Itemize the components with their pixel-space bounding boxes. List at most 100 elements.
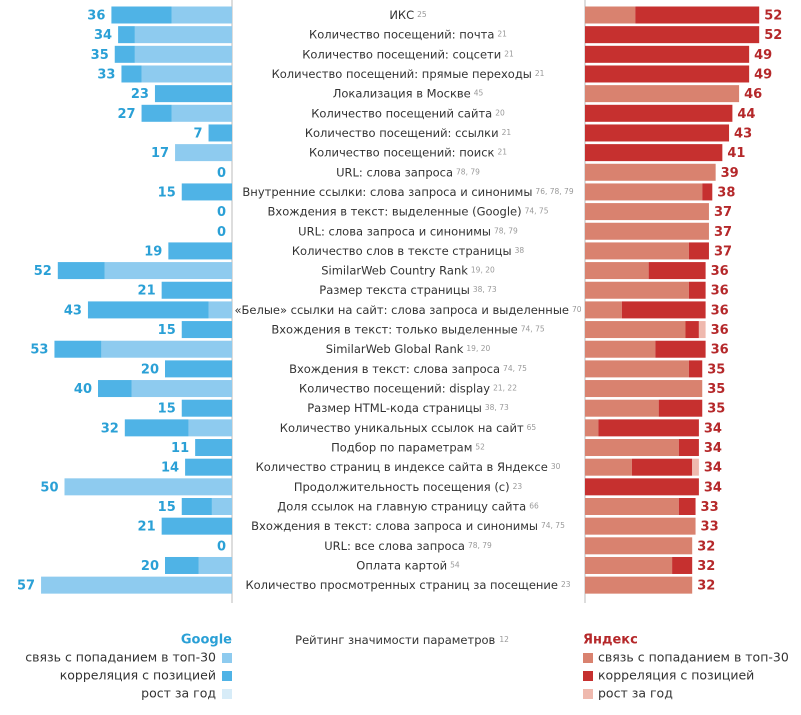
row-label-ref: 78, 79	[456, 167, 480, 176]
row-label-text: ИКС	[389, 8, 414, 22]
row-label: Количество просмотренных страниц за посе…	[245, 578, 570, 592]
row-label-text: Вхождения в текст: слова запроса	[289, 361, 500, 375]
value-label: 52	[34, 264, 52, 279]
bar-segment	[678, 439, 699, 457]
row-label: Количество посещений: прямые переходы 21	[272, 66, 545, 80]
row-label-text: Продолжительность посещения (с)	[294, 479, 510, 493]
row-label-text: Вхождения в текст: выделенные (Google)	[268, 204, 522, 218]
bar-segment	[655, 340, 706, 358]
row-label: Количество посещений: почта 21	[309, 27, 507, 41]
row-label: Продолжительность посещения (с) 23	[294, 479, 523, 493]
bar-segment	[688, 281, 706, 299]
row-label: Количество страниц в индексе сайта в Янд…	[256, 460, 561, 474]
row-label: Локализация в Москве 45	[333, 86, 484, 100]
row-label-ref: 21	[497, 30, 507, 39]
value-label: 37	[714, 225, 732, 240]
bar-segment	[585, 203, 709, 221]
bar-segment	[171, 104, 232, 122]
bar-segment	[585, 281, 689, 299]
row-label-ref: 21	[535, 69, 545, 78]
row-label: Вхождения в текст: слова запроса 74, 75	[289, 361, 527, 375]
row-label-text: SimilarWeb Global Rank	[326, 342, 464, 356]
row-label: URL: все слова запроса 78, 79	[324, 538, 492, 552]
value-label: 49	[754, 67, 772, 82]
row-label-ref: 76, 78, 79	[535, 187, 573, 196]
value-label: 34	[704, 421, 722, 436]
value-label: 38	[717, 185, 735, 200]
value-label: 34	[704, 480, 722, 495]
value-label: 35	[707, 362, 725, 377]
legend-label: корреляция с позицией	[60, 668, 216, 683]
bar-segment	[131, 380, 232, 398]
bar-segment	[692, 458, 699, 476]
value-label: 14	[161, 461, 179, 476]
row-label-text: Количество страниц в индексе сайта в Янд…	[256, 460, 548, 474]
value-label: 20	[141, 362, 159, 377]
row-label-ref: 19, 20	[466, 344, 490, 353]
legend-label: связь с попаданием в топ-30	[25, 650, 216, 665]
row-label-ref: 21	[502, 128, 512, 137]
row-label-ref: 78, 79	[494, 226, 518, 235]
row-label: Вхождения в текст: слова запроса и синон…	[251, 519, 565, 533]
bar-segment	[585, 360, 689, 378]
row-label-ref: 70	[572, 305, 582, 314]
bar-segment	[585, 439, 679, 457]
bar-segment	[101, 340, 232, 358]
bar-segment	[585, 340, 656, 358]
bar-segment	[585, 222, 709, 240]
row-label-ref: 74, 75	[541, 521, 565, 530]
bar-segment	[631, 458, 693, 476]
bar-segment	[585, 478, 699, 496]
bar-segment	[168, 242, 232, 260]
value-label: 36	[711, 323, 729, 338]
value-label: 32	[101, 421, 119, 436]
bar-segment	[585, 85, 740, 103]
row-label: Подбор по параметрам 52	[331, 440, 485, 454]
bar-segment	[208, 124, 232, 142]
value-label: 36	[711, 264, 729, 279]
bar-segment	[698, 321, 706, 339]
bar-segment	[585, 124, 730, 142]
row-label-ref: 65	[527, 423, 537, 432]
bar-segment	[678, 498, 696, 515]
value-label: 37	[714, 205, 732, 220]
bar-segment	[154, 85, 232, 103]
bar-segment	[181, 498, 212, 515]
bar-segment	[585, 6, 636, 24]
value-label: 43	[64, 303, 82, 318]
value-label: 33	[97, 67, 115, 82]
value-label: 35	[91, 48, 109, 63]
row-label-text: URL: все слова запроса	[324, 538, 465, 552]
row-label-text: «Белые» ссылки на сайт: слова запроса и …	[234, 302, 569, 316]
row-label-text: Доля ссылок на главную страницу сайта	[277, 499, 526, 513]
row-label-text: URL: слова запроса и синонимы	[298, 224, 491, 238]
value-label: 32	[697, 579, 715, 594]
value-label: 17	[151, 146, 169, 161]
row-label-ref: 25	[417, 10, 427, 19]
value-label: 7	[194, 126, 203, 141]
bar-segment	[161, 517, 232, 535]
row-label-text: SimilarWeb Country Rank	[321, 263, 468, 277]
value-label: 34	[704, 461, 722, 476]
value-label: 32	[697, 539, 715, 554]
bar-segment	[124, 419, 189, 437]
row-label-text: Количество посещений: display	[299, 381, 490, 395]
legend-swatch	[222, 653, 232, 663]
bar-segment	[41, 576, 232, 594]
bar-segment	[121, 65, 142, 83]
bar-segment	[598, 419, 699, 437]
bar-segment	[688, 242, 709, 260]
bar-segment	[165, 556, 199, 574]
row-label: SimilarWeb Global Rank 19, 20	[326, 342, 491, 356]
row-label: Вхождения в текст: только выделенные 74, …	[271, 322, 544, 336]
value-label: 27	[117, 107, 135, 122]
row-label-ref: 23	[561, 580, 571, 589]
legend-swatch	[583, 689, 593, 699]
bar-segment	[585, 321, 686, 339]
row-label-ref: 20	[495, 108, 505, 117]
row-label-text: Внутренние ссылки: слова запроса и синон…	[242, 184, 532, 198]
value-label: 40	[74, 382, 92, 397]
value-label: 49	[754, 48, 772, 63]
bar-segment	[648, 262, 706, 280]
